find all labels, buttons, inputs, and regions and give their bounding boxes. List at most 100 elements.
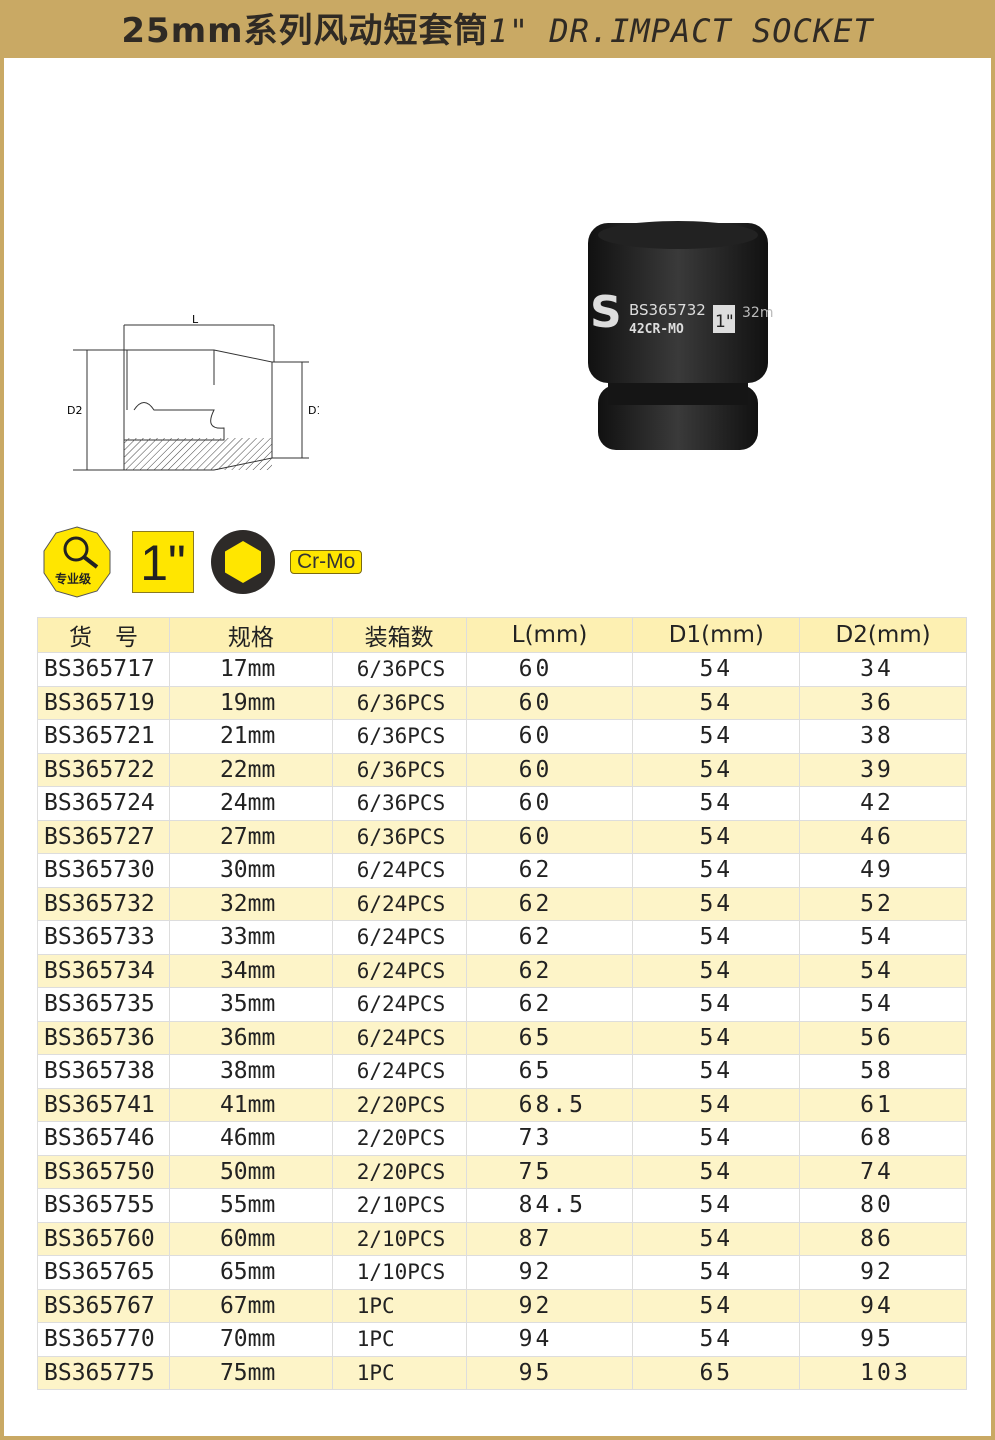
table-row: BS365730 30mm 6/24PCS 62 54 49 bbox=[37, 853, 967, 888]
table-cell: BS365746 bbox=[37, 1121, 170, 1156]
table-row: BS365727 27mm 6/36PCS 60 54 46 bbox=[37, 819, 967, 854]
table-cell: 17mm bbox=[168, 652, 333, 687]
table-cell: 54 bbox=[632, 1188, 801, 1223]
table-cell: BS365741 bbox=[37, 1087, 170, 1122]
table-cell: 50mm bbox=[168, 1154, 333, 1189]
table-row: BS365719 19mm 6/36PCS 60 54 36 bbox=[37, 685, 967, 720]
table-cell: 54 bbox=[632, 1288, 801, 1323]
socket-code: BS365732 bbox=[629, 301, 706, 319]
table-cell: 21mm bbox=[168, 719, 333, 754]
table-cell: BS365750 bbox=[37, 1154, 170, 1189]
table-cell: 33mm bbox=[168, 920, 333, 955]
table-cell: 30mm bbox=[168, 853, 333, 888]
table-cell: BS365735 bbox=[37, 987, 170, 1022]
spec-table: 货 号规格 装箱数 L(mm) D1(mm) D2(mm) BS365717 17mm 6/… bbox=[37, 617, 967, 1390]
table-cell: BS365724 bbox=[37, 786, 170, 821]
table-row: BS365717 17mm 6/36PCS 60 54 34 bbox=[37, 652, 967, 687]
table-cell: 34mm bbox=[168, 953, 333, 988]
table-cell: 38 bbox=[799, 719, 967, 754]
table-cell: 62 bbox=[465, 920, 634, 955]
table-cell: 6/24PCS bbox=[331, 1020, 467, 1055]
table-cell: 68.5 bbox=[465, 1087, 634, 1122]
table-cell: 1/10PCS bbox=[331, 1255, 467, 1290]
table-cell: 54 bbox=[632, 1322, 801, 1357]
title-cn: 25mm系列风动短套筒 bbox=[121, 11, 489, 51]
table-cell: 2/20PCS bbox=[331, 1154, 467, 1189]
table-cell: 54 bbox=[632, 1154, 801, 1189]
table-cell: BS365736 bbox=[37, 1020, 170, 1055]
table-cell: 62 bbox=[465, 886, 634, 921]
table-cell: 34 bbox=[799, 652, 967, 687]
table-cell: 54 bbox=[799, 987, 967, 1022]
table-cell: 74 bbox=[799, 1154, 967, 1189]
table-cell: 58 bbox=[799, 1054, 967, 1089]
table-cell: 36mm bbox=[168, 1020, 333, 1055]
column-header: 货 号 bbox=[37, 617, 170, 653]
table-cell: 36 bbox=[799, 685, 967, 720]
table-cell: BS365730 bbox=[37, 853, 170, 888]
table-cell: BS365775 bbox=[37, 1355, 170, 1390]
socket-photo: S BS365732 42CR-MO 1" 32mm bbox=[588, 221, 774, 450]
table-cell: 54 bbox=[632, 1020, 801, 1055]
table-cell: 70mm bbox=[168, 1322, 333, 1357]
table-cell: BS365722 bbox=[37, 752, 170, 787]
table-cell: 6/36PCS bbox=[331, 719, 467, 754]
table-cell: 62 bbox=[465, 987, 634, 1022]
table-cell: 52 bbox=[799, 886, 967, 921]
table-cell: 87 bbox=[465, 1221, 634, 1256]
table-row: BS365746 46mm 2/20PCS 73 54 68 bbox=[37, 1121, 967, 1156]
table-cell: 6/24PCS bbox=[331, 1054, 467, 1089]
table-cell: 54 bbox=[632, 1255, 801, 1290]
brand-logo: S bbox=[590, 287, 622, 338]
table-cell: 54 bbox=[799, 920, 967, 955]
table-cell: 54 bbox=[632, 685, 801, 720]
table-row: BS365733 33mm 6/24PCS 62 54 54 bbox=[37, 920, 967, 955]
table-cell: 46 bbox=[799, 819, 967, 854]
table-cell: 54 bbox=[799, 953, 967, 988]
table-row: BS365722 22mm 6/36PCS 60 54 39 bbox=[37, 752, 967, 787]
table-cell: 92 bbox=[799, 1255, 967, 1290]
label-l: L bbox=[192, 313, 199, 326]
table-cell: 75mm bbox=[168, 1355, 333, 1390]
table-cell: 60mm bbox=[168, 1221, 333, 1256]
socket-material: 42CR-MO bbox=[629, 322, 684, 337]
table-cell: 2/20PCS bbox=[331, 1087, 467, 1122]
table-row: BS365724 24mm 6/36PCS 60 54 42 bbox=[37, 786, 967, 821]
material-badge: Cr-Mo bbox=[290, 549, 363, 574]
table-cell: 55mm bbox=[168, 1188, 333, 1223]
table-cell: 6/24PCS bbox=[331, 886, 467, 921]
table-cell: 92 bbox=[465, 1288, 634, 1323]
table-row: BS365770 70mm 1PC 94 54 95 bbox=[37, 1322, 967, 1357]
table-cell: 46mm bbox=[168, 1121, 333, 1156]
title-en: 1" DR.IMPACT SOCKET bbox=[488, 12, 874, 50]
table-cell: 54 bbox=[632, 752, 801, 787]
table-cell: 84.5 bbox=[465, 1188, 634, 1223]
column-header: 规格 bbox=[168, 617, 333, 653]
table-cell: 103 bbox=[799, 1355, 967, 1390]
table-cell: BS365770 bbox=[37, 1322, 170, 1357]
table-cell: 6/24PCS bbox=[331, 920, 467, 955]
table-cell: 94 bbox=[799, 1288, 967, 1323]
table-cell: 60 bbox=[465, 752, 634, 787]
table-cell: 75 bbox=[465, 1154, 634, 1189]
column-header: D1(mm) bbox=[632, 617, 801, 653]
table-row: BS365775 75mm 1PC 95 65 103 bbox=[37, 1355, 967, 1390]
table-cell: BS365767 bbox=[37, 1288, 170, 1323]
table-cell: BS365734 bbox=[37, 953, 170, 988]
table-cell: 80 bbox=[799, 1188, 967, 1223]
table-cell: 1PC bbox=[331, 1288, 467, 1323]
table-cell: 60 bbox=[465, 685, 634, 720]
table-cell: 54 bbox=[632, 652, 801, 687]
table-cell: BS365732 bbox=[37, 886, 170, 921]
hexagon-icon bbox=[211, 529, 275, 594]
table-cell: 49 bbox=[799, 853, 967, 888]
table-cell: 6/36PCS bbox=[331, 652, 467, 687]
table-header-row: 货 号规格 装箱数 L(mm) D1(mm) D2(mm) bbox=[37, 617, 967, 653]
table-cell: 41mm bbox=[168, 1087, 333, 1122]
table-cell: 6/24PCS bbox=[331, 953, 467, 988]
table-cell: 54 bbox=[632, 819, 801, 854]
table-cell: 6/36PCS bbox=[331, 819, 467, 854]
table-cell: 65 bbox=[465, 1020, 634, 1055]
table-row: BS365735 35mm 6/24PCS 62 54 54 bbox=[37, 987, 967, 1022]
table-cell: BS365755 bbox=[37, 1188, 170, 1223]
